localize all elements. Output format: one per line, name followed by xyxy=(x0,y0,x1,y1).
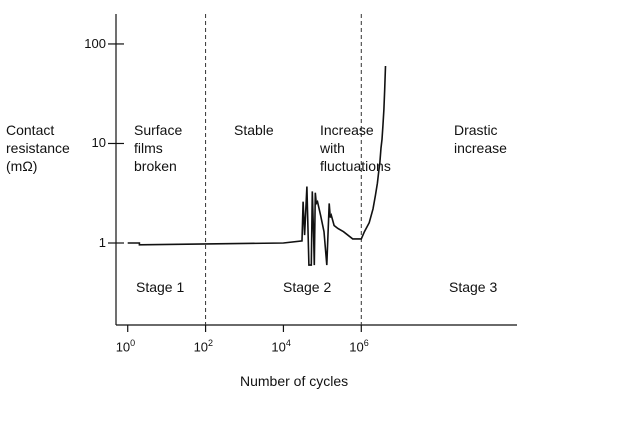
phase-label-drastic-increase: Drastic increase xyxy=(454,122,507,156)
x-tick-base: 10 xyxy=(271,339,286,355)
x-tick-exponent: 2 xyxy=(208,338,214,348)
axes xyxy=(115,14,517,326)
x-axis-label: Number of cycles xyxy=(240,373,349,389)
x-tick-exponent: 6 xyxy=(363,338,369,348)
x-tick-label: 102 xyxy=(194,334,213,356)
phase-label-increase-with-fluctuations: Increase with fluctuations xyxy=(320,122,391,174)
stage-label-2: Stage 2 xyxy=(283,279,332,295)
stage-dividers xyxy=(205,14,362,325)
x-tick-label: 100 xyxy=(116,334,135,356)
y-tick-label: 10 xyxy=(91,135,106,151)
x-tick-base: 10 xyxy=(193,339,209,355)
phase-label-stable: Stable xyxy=(234,122,274,138)
axis-ticks xyxy=(108,43,362,332)
x-tick-label: 104 xyxy=(271,334,290,356)
resistance-curve xyxy=(127,65,387,266)
y-tick-label: 100 xyxy=(84,35,106,51)
stage-label-3: Stage 3 xyxy=(449,279,498,295)
x-tick-label: 106 xyxy=(349,334,368,356)
phase-label-surface-films-broken: Surface films broken xyxy=(134,122,183,174)
y-tick-label: 1 xyxy=(98,235,106,250)
stage-label-1: Stage 1 xyxy=(136,279,185,295)
x-tick-exponent: 4 xyxy=(285,338,291,348)
y-axis-label: Contact resistance (mΩ) xyxy=(6,122,70,174)
x-tick-exponent: 0 xyxy=(130,338,136,348)
x-tick-base: 10 xyxy=(115,339,131,355)
x-tick-base: 10 xyxy=(349,339,364,355)
